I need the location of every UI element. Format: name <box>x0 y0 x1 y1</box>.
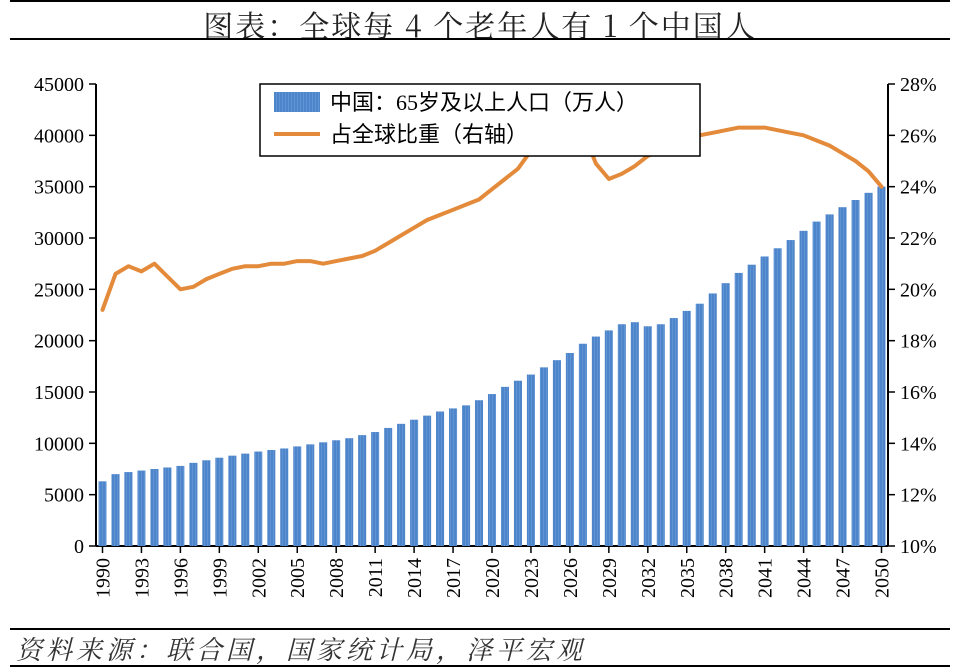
source-rule-bottom <box>10 665 950 667</box>
bars-group <box>98 187 885 546</box>
svg-text:2011: 2011 <box>365 558 387 597</box>
chart-svg: 0 5000 10000 15000 20000 25000 30000 35000 40000… <box>10 40 950 626</box>
svg-text:28%: 28% <box>900 74 937 96</box>
svg-text:14%: 14% <box>900 433 937 455</box>
svg-text:5000: 5000 <box>44 485 84 507</box>
svg-text:1999: 1999 <box>209 558 231 598</box>
svg-text:中国：65岁及以上人口（万人）: 中国：65岁及以上人口（万人） <box>330 90 638 115</box>
svg-text:1996: 1996 <box>170 558 192 598</box>
svg-text:35000: 35000 <box>34 177 84 199</box>
svg-text:20000: 20000 <box>34 331 84 353</box>
svg-text:0: 0 <box>74 536 84 558</box>
svg-text:2029: 2029 <box>599 558 621 598</box>
legend: 中国：65岁及以上人口（万人） 占全球比重（右轴） <box>260 84 700 156</box>
svg-text:40000: 40000 <box>34 125 84 147</box>
svg-text:24%: 24% <box>900 177 937 199</box>
svg-text:2005: 2005 <box>287 558 309 598</box>
svg-text:25000: 25000 <box>34 279 84 301</box>
svg-text:10%: 10% <box>900 536 937 558</box>
svg-text:2047: 2047 <box>833 558 855 598</box>
svg-text:2017: 2017 <box>443 558 465 598</box>
svg-text:2038: 2038 <box>716 558 738 598</box>
svg-text:2032: 2032 <box>638 558 660 598</box>
svg-text:2023: 2023 <box>521 558 543 598</box>
svg-text:45000: 45000 <box>34 74 84 96</box>
x-ticks: 1990 1993 1996 1999 2002 2005 2008 2011 2014 2017… <box>92 546 893 598</box>
svg-text:2008: 2008 <box>326 558 348 598</box>
svg-text:占全球比重（右轴）: 占全球比重（右轴） <box>330 122 528 147</box>
svg-text:18%: 18% <box>900 331 937 353</box>
svg-text:2002: 2002 <box>248 558 270 598</box>
svg-text:2035: 2035 <box>677 558 699 598</box>
svg-text:16%: 16% <box>900 382 937 404</box>
svg-text:2041: 2041 <box>755 558 777 598</box>
svg-text:12%: 12% <box>900 485 937 507</box>
svg-text:26%: 26% <box>900 125 937 147</box>
svg-text:30000: 30000 <box>34 228 84 250</box>
svg-text:1993: 1993 <box>131 558 153 598</box>
source-text: 资料来源：联合国，国家统计局，泽平宏观 <box>16 630 586 667</box>
svg-text:20%: 20% <box>900 279 937 301</box>
svg-text:10000: 10000 <box>34 433 84 455</box>
svg-text:2044: 2044 <box>794 558 816 598</box>
chart-area: 0 5000 10000 15000 20000 25000 30000 35000 40000… <box>10 40 950 626</box>
svg-text:2014: 2014 <box>404 558 426 598</box>
svg-text:2050: 2050 <box>872 558 894 598</box>
svg-text:1990: 1990 <box>92 558 114 598</box>
chart-figure: { "title": "图表：全球每 4 个老年人有 1 个中国人", "sou… <box>0 0 960 671</box>
svg-text:15000: 15000 <box>34 382 84 404</box>
svg-text:22%: 22% <box>900 228 937 250</box>
svg-text:2020: 2020 <box>482 558 504 598</box>
svg-text:2026: 2026 <box>560 558 582 598</box>
